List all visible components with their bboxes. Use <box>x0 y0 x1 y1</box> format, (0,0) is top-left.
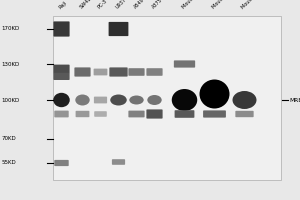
Text: 100KD: 100KD <box>2 98 20 102</box>
FancyBboxPatch shape <box>94 111 107 117</box>
Text: A375: A375 <box>151 0 164 10</box>
FancyBboxPatch shape <box>54 160 69 166</box>
FancyBboxPatch shape <box>109 67 128 77</box>
Text: PC-3: PC-3 <box>97 0 109 10</box>
FancyBboxPatch shape <box>236 111 254 117</box>
FancyBboxPatch shape <box>94 97 107 103</box>
Text: 130KD: 130KD <box>2 62 20 66</box>
FancyBboxPatch shape <box>128 68 145 76</box>
Text: Mouse liver: Mouse liver <box>181 0 205 10</box>
Ellipse shape <box>75 95 90 106</box>
Text: U937: U937 <box>115 0 128 10</box>
Text: 55KD: 55KD <box>2 160 16 166</box>
Ellipse shape <box>200 79 230 108</box>
Text: A549: A549 <box>133 0 146 10</box>
Ellipse shape <box>232 91 256 109</box>
Text: 70KD: 70KD <box>2 136 16 142</box>
FancyBboxPatch shape <box>128 111 145 117</box>
FancyBboxPatch shape <box>52 16 280 180</box>
Ellipse shape <box>172 89 197 111</box>
FancyBboxPatch shape <box>94 69 107 75</box>
Ellipse shape <box>110 95 127 106</box>
FancyBboxPatch shape <box>109 22 128 36</box>
FancyBboxPatch shape <box>53 65 70 73</box>
Ellipse shape <box>53 93 70 107</box>
FancyBboxPatch shape <box>112 159 125 165</box>
FancyBboxPatch shape <box>74 67 91 77</box>
Ellipse shape <box>147 95 162 105</box>
FancyBboxPatch shape <box>54 111 69 117</box>
FancyBboxPatch shape <box>175 110 194 118</box>
FancyBboxPatch shape <box>174 60 195 68</box>
Text: Mouse spleen: Mouse spleen <box>241 0 269 10</box>
Text: Raji: Raji <box>58 0 68 10</box>
Ellipse shape <box>129 96 144 104</box>
FancyBboxPatch shape <box>146 68 163 76</box>
Text: SW480: SW480 <box>79 0 95 10</box>
FancyBboxPatch shape <box>53 21 70 37</box>
Text: Mouse heart: Mouse heart <box>211 0 237 10</box>
FancyBboxPatch shape <box>203 110 226 118</box>
FancyBboxPatch shape <box>53 73 70 80</box>
Text: 170KD: 170KD <box>2 26 20 31</box>
FancyBboxPatch shape <box>76 111 89 117</box>
FancyBboxPatch shape <box>146 109 163 119</box>
Text: MRE11A: MRE11A <box>289 98 300 102</box>
